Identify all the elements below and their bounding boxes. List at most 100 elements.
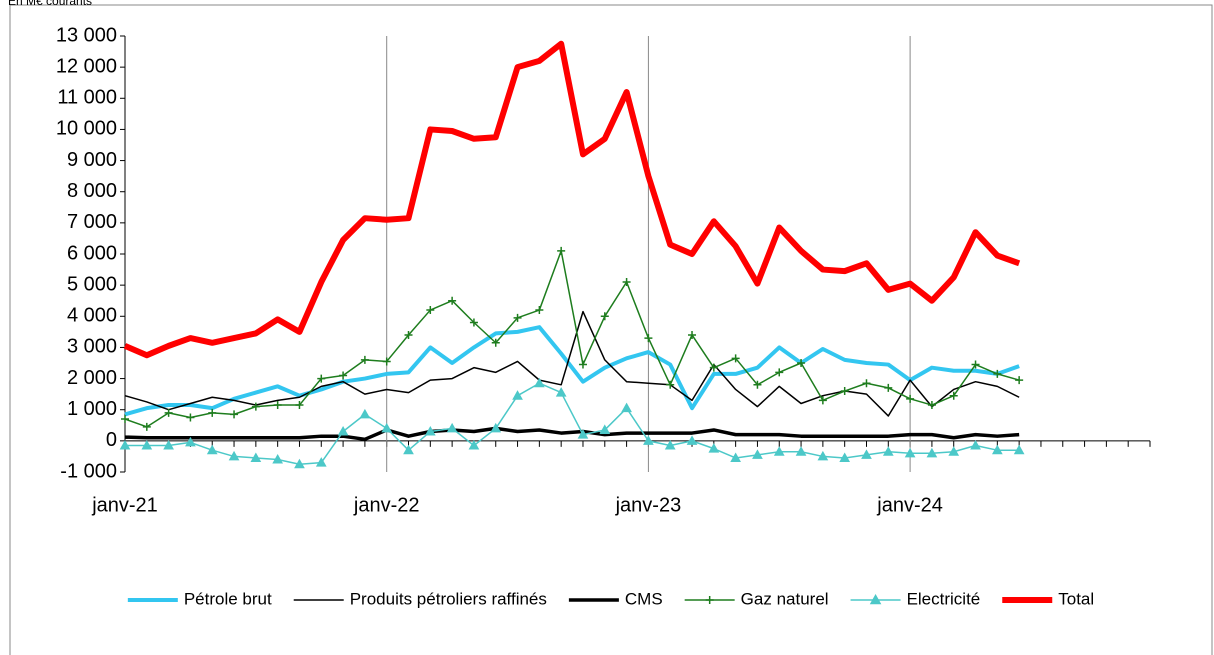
marker xyxy=(884,383,893,392)
marker xyxy=(621,402,632,413)
marker xyxy=(926,447,938,458)
marker xyxy=(403,444,414,455)
marker xyxy=(273,401,282,410)
marker xyxy=(557,246,566,255)
legend-item: Gaz naturel xyxy=(684,589,829,608)
marker xyxy=(818,396,827,405)
marker xyxy=(513,313,522,322)
series xyxy=(124,426,1020,442)
y-tick-label: 8 000 xyxy=(67,180,117,202)
y-tick-label: 0 xyxy=(106,429,117,451)
marker xyxy=(359,408,371,419)
marker xyxy=(360,355,369,364)
marker xyxy=(185,436,196,447)
marker xyxy=(731,354,740,363)
legend-label: Electricité xyxy=(907,589,981,608)
marker xyxy=(971,360,980,369)
marker xyxy=(208,408,217,417)
marker xyxy=(381,422,393,433)
marker xyxy=(446,422,458,433)
marker xyxy=(775,368,784,377)
marker xyxy=(577,429,589,439)
legend-item: Pétrole brut xyxy=(127,589,272,608)
marker xyxy=(272,454,284,464)
line xyxy=(124,310,1020,417)
legend-label: CMS xyxy=(625,589,663,608)
legend-item: Electricité xyxy=(850,589,981,608)
marker xyxy=(250,452,262,462)
line xyxy=(124,250,1020,428)
marker xyxy=(121,415,129,424)
marker xyxy=(686,435,698,445)
marker xyxy=(795,446,807,456)
y-tick-label: 6 000 xyxy=(67,242,117,264)
legend-marker xyxy=(705,596,714,604)
legend-label: Gaz naturel xyxy=(741,589,829,608)
y-tick-label: 12 000 xyxy=(56,55,117,77)
line xyxy=(123,40,1021,359)
marker xyxy=(424,425,436,436)
chart-title: En M€ courants xyxy=(8,0,92,8)
marker xyxy=(317,374,326,383)
marker xyxy=(468,440,480,450)
marker xyxy=(404,330,413,339)
marker xyxy=(535,306,544,315)
legend-label: Pétrole brut xyxy=(184,589,272,608)
x-tick-label: janv-22 xyxy=(353,494,420,516)
legend: Pétrole brut Produits pétroliers raffinés… xyxy=(127,589,1094,608)
y-tick-label: -1 000 xyxy=(60,460,117,482)
x-tick-label: janv-24 xyxy=(876,494,943,516)
chart-frame xyxy=(9,4,1213,655)
marker xyxy=(294,458,305,469)
marker xyxy=(119,440,131,450)
marker xyxy=(337,425,349,436)
legend-label: Total xyxy=(1058,589,1094,608)
marker xyxy=(491,338,500,347)
y-tick-label: 1 000 xyxy=(67,398,117,420)
x-tick-label: janv-23 xyxy=(615,494,682,516)
marker xyxy=(906,394,915,403)
marker xyxy=(142,422,151,431)
y-tick-label: 11 000 xyxy=(57,87,117,109)
marker xyxy=(797,359,806,367)
marker xyxy=(664,440,676,450)
marker xyxy=(861,449,872,459)
marker xyxy=(948,446,960,456)
marker xyxy=(709,363,718,372)
marker xyxy=(991,444,1003,455)
marker xyxy=(164,408,173,417)
marker xyxy=(426,306,435,315)
y-tick-label: 5 000 xyxy=(67,273,117,295)
marker xyxy=(600,312,609,321)
marker xyxy=(993,369,1002,378)
marker xyxy=(817,450,829,461)
marker xyxy=(339,371,348,380)
marker xyxy=(644,334,653,343)
marker xyxy=(730,452,741,462)
marker xyxy=(512,390,523,400)
marker xyxy=(469,318,478,327)
marker xyxy=(228,450,240,461)
marker xyxy=(206,444,218,455)
line xyxy=(125,382,1020,465)
marker xyxy=(448,296,457,305)
legend-label: Produits pétroliers raffinés xyxy=(350,589,547,608)
marker xyxy=(688,330,697,339)
marker xyxy=(622,278,631,287)
marker xyxy=(949,391,958,400)
legend-item: Total xyxy=(1002,589,1094,608)
series xyxy=(121,246,1024,431)
marker xyxy=(882,446,894,456)
marker xyxy=(555,387,567,397)
marker xyxy=(599,424,611,434)
marker xyxy=(927,401,936,410)
marker xyxy=(1013,444,1025,455)
marker xyxy=(752,449,763,459)
marker xyxy=(970,440,981,450)
y-tick-label: 9 000 xyxy=(67,149,117,171)
series xyxy=(124,310,1020,417)
y-tick-label: 7 000 xyxy=(67,211,117,233)
marker xyxy=(1015,376,1024,385)
marker xyxy=(251,402,260,411)
